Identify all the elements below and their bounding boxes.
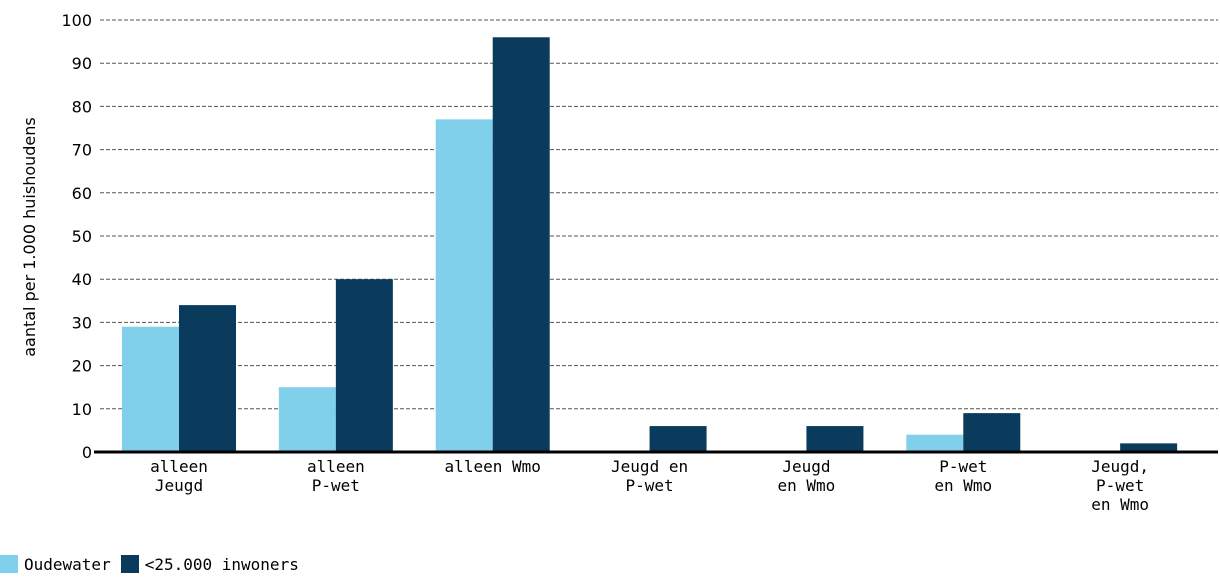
bars bbox=[122, 37, 1178, 453]
x-category-label: Jeugd, P-wet en Wmo bbox=[1091, 457, 1149, 514]
y-tick-label: 60 bbox=[72, 184, 92, 203]
bar-25000-inwoners bbox=[179, 305, 236, 452]
bar-oudewater bbox=[122, 326, 179, 452]
legend: Oudewater <25.000 inwoners bbox=[0, 553, 309, 575]
legend-swatch-oudewater bbox=[0, 555, 18, 573]
y-tick-labels: 0 10 20 30 40 50 60 70 80 90 100 bbox=[61, 11, 92, 462]
y-tick-label: 20 bbox=[72, 357, 92, 376]
legend-swatch-25000-inwoners bbox=[120, 555, 139, 573]
y-tick-label: 100 bbox=[61, 11, 92, 30]
y-tick-label: 50 bbox=[72, 227, 92, 246]
legend-label-25000-inwoners: <25.000 inwoners bbox=[144, 554, 299, 574]
x-category-label: P-wet en Wmo bbox=[934, 457, 992, 495]
y-tick-label: 70 bbox=[72, 141, 92, 160]
y-axis-label: aantal per 1.000 huishoudens bbox=[20, 117, 39, 357]
bar-25000-inwoners bbox=[963, 413, 1021, 452]
bar-oudewater bbox=[435, 119, 493, 453]
bar-oudewater bbox=[278, 387, 336, 452]
x-category-label: alleen P-wet bbox=[307, 457, 365, 495]
legend-label-oudewater: Oudewater bbox=[24, 554, 111, 574]
y-tick-label: 80 bbox=[72, 97, 92, 116]
y-tick-label: 10 bbox=[72, 400, 92, 419]
x-category-label: Jeugd en Wmo bbox=[778, 457, 836, 495]
bar-25000-inwoners bbox=[492, 37, 550, 452]
y-tick-label: 90 bbox=[72, 54, 92, 73]
bar-25000-inwoners bbox=[649, 426, 707, 452]
bar-oudewater bbox=[906, 434, 964, 452]
y-tick-label: 0 bbox=[82, 443, 92, 462]
bar-25000-inwoners bbox=[806, 426, 864, 452]
x-category-label: alleen Wmo bbox=[445, 457, 541, 476]
y-tick-label: 30 bbox=[72, 313, 92, 332]
y-tick-label: 40 bbox=[72, 270, 92, 289]
bar-25000-inwoners bbox=[1120, 443, 1178, 452]
x-category-label: Jeugd en P-wet bbox=[611, 457, 688, 495]
x-category-label: alleen Jeugd bbox=[150, 457, 208, 495]
x-category-labels: alleen Jeugd alleen P-wet alleen Wmo Jeugd en… bbox=[150, 457, 1149, 514]
bar-25000-inwoners bbox=[335, 279, 393, 452]
gridlines bbox=[100, 19, 1218, 410]
